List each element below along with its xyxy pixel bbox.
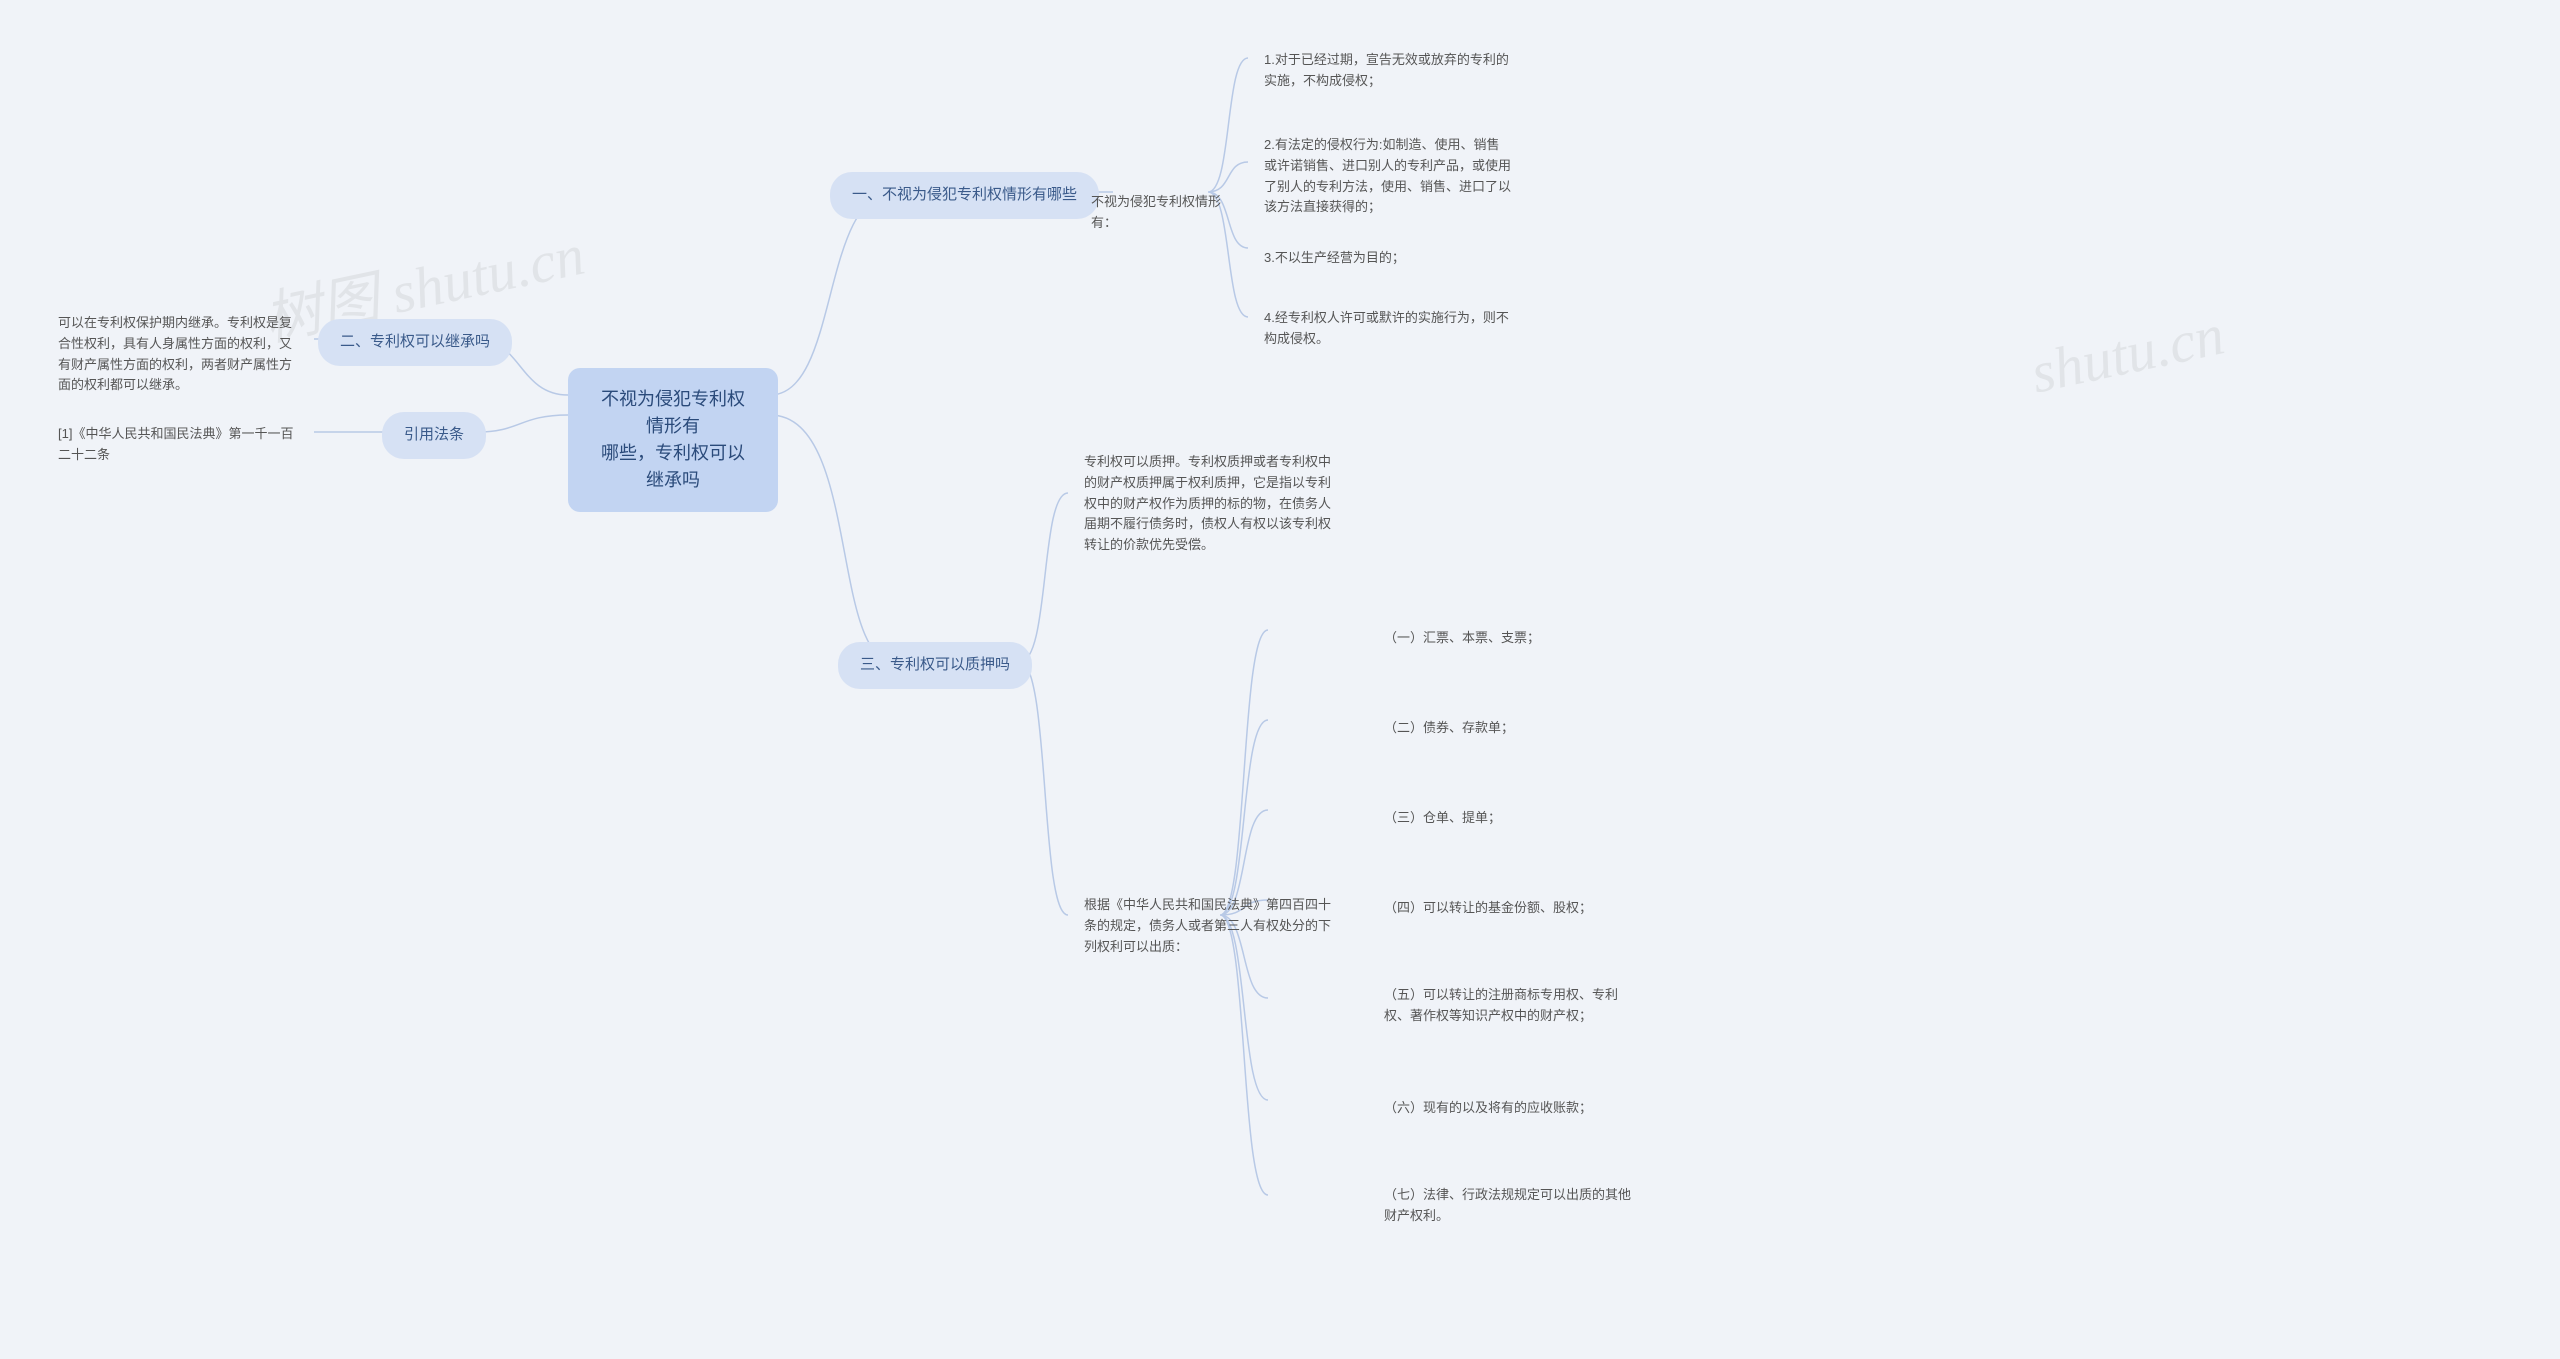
branch-3-sub2: 根据《中华人民共和国民法典》第四百四十条的规定，债务人或者第三人有权处分的下列权… (1068, 885, 1348, 967)
branch-2-text: 可以在专利权保护期内继承。专利权是复合性权利，具有人身属性方面的权利，又有财产属… (42, 303, 312, 406)
branch-2: 二、专利权可以继承吗 (318, 319, 512, 366)
root-line1: 不视为侵犯专利权情形有 (601, 389, 745, 436)
branch-3-item-6: （六）现有的以及将有的应收账款； (1368, 1088, 1608, 1129)
branch-1-item-2: 2.有法定的侵权行为:如制造、使用、销售或许诺销售、进口别人的专利产品，或使用了… (1248, 125, 1528, 228)
branch-1-item-3: 3.不以生产经营为目的； (1248, 238, 1421, 279)
branch-3-sub1: 专利权可以质押。专利权质押或者专利权中的财产权质押属于权利质押，它是指以专利权中… (1068, 442, 1348, 566)
branch-3-item-1: （一）汇票、本票、支票； (1368, 618, 1556, 659)
watermark: shutu.cn (2025, 300, 2230, 406)
root-line2: 哪些，专利权可以继承吗 (601, 443, 745, 490)
branch-1: 一、不视为侵犯专利权情形有哪些 (830, 172, 1099, 219)
branch-3-item-3: （三）仓单、提单； (1368, 798, 1517, 839)
branch-3-item-4: （四）可以转让的基金份额、股权； (1368, 888, 1608, 929)
branch-3-item-5: （五）可以转让的注册商标专用权、专利权、著作权等知识产权中的财产权； (1368, 975, 1648, 1037)
root-node: 不视为侵犯专利权情形有 哪些，专利权可以继承吗 (568, 368, 778, 512)
branch-3: 三、专利权可以质押吗 (838, 642, 1032, 689)
branch-3-item-2: （二）债券、存款单； (1368, 708, 1530, 749)
branch-1-sub: 不视为侵犯专利权情形有： (1075, 182, 1245, 244)
branch-4: 引用法条 (382, 412, 486, 459)
branch-3-item-7: （七）法律、行政法规规定可以出质的其他财产权利。 (1368, 1175, 1648, 1237)
branch-1-item-1: 1.对于已经过期，宣告无效或放弃的专利的实施，不构成侵权； (1248, 40, 1528, 102)
branch-4-text: [1]《中华人民共和国民法典》第一千一百二十二条 (42, 414, 312, 476)
branch-1-item-4: 4.经专利权人许可或默许的实施行为，则不构成侵权。 (1248, 298, 1528, 360)
